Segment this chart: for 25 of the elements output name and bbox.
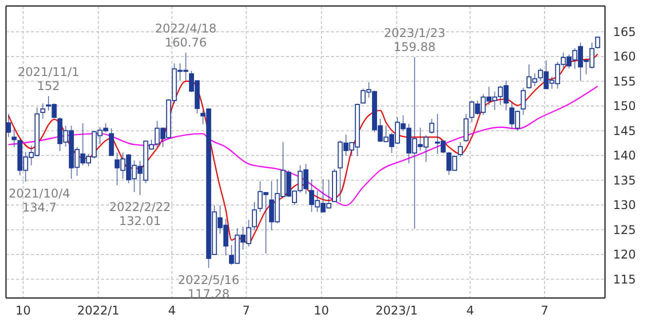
annotation: 2023/1/23 159.88 — [384, 26, 446, 54]
x-tick-label: 10 — [16, 304, 31, 318]
y-tick-label: 115 — [613, 272, 636, 286]
y-tick-label: 135 — [613, 173, 636, 188]
x-tick-label: 10 — [314, 304, 330, 318]
y-tick-label: 125 — [613, 222, 636, 237]
x-tick-label: 7 — [242, 304, 250, 318]
y-tick-label: 165 — [613, 24, 636, 39]
x-tick-label: 2023/1 — [376, 304, 418, 318]
y-tick-label: 155 — [613, 74, 636, 88]
y-tick-label: 140 — [613, 148, 636, 163]
annotation: 2022/4/18 160.76 — [155, 22, 217, 50]
x-tick-label: 4 — [168, 304, 176, 318]
annotation: 2021/10/4 134.7 — [8, 186, 70, 215]
y-tick-label: 150 — [613, 99, 636, 114]
y-tick-label: 160 — [613, 50, 636, 64]
y-tick-label: 145 — [613, 124, 636, 138]
x-tick-label: 7 — [540, 304, 548, 318]
annotation: 2022/5/16 117.28 — [178, 272, 240, 301]
y-tick-label: 130 — [613, 198, 636, 212]
annotation: 2022/2/22 132.01 — [109, 200, 171, 228]
x-tick-label: 2022/1 — [77, 304, 120, 318]
y-tick-label: 120 — [613, 248, 636, 262]
annotation: 2021/11/1 152 — [18, 65, 80, 94]
x-tick-label: 4 — [466, 304, 474, 318]
